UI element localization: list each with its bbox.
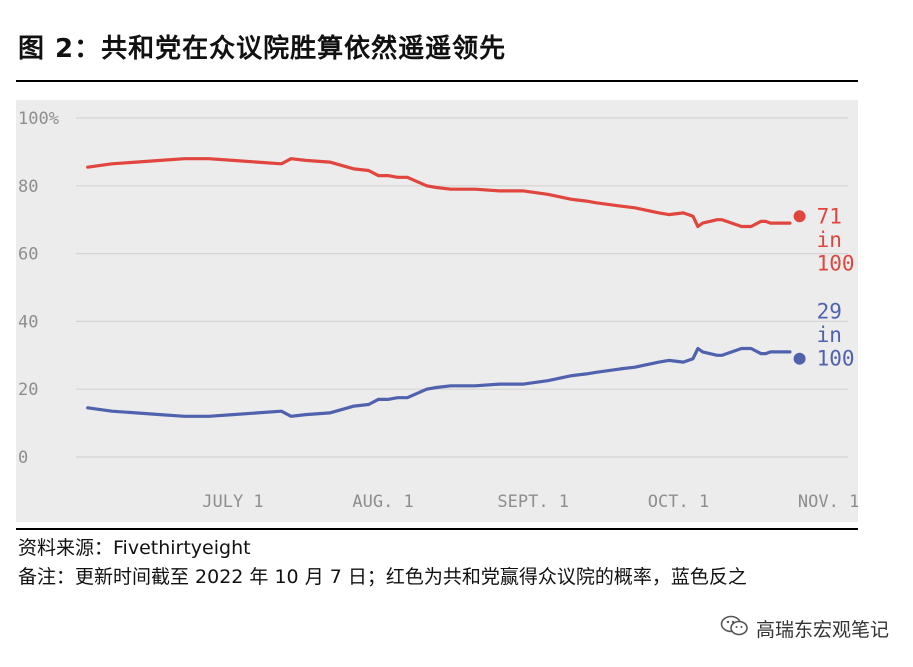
y-tick-label: 80 bbox=[18, 177, 38, 197]
y-tick-label: 20 bbox=[18, 380, 38, 400]
series-end-label: in bbox=[817, 228, 842, 252]
probability-chart: 0 20 40 60 80 100% JULY 1 AUG. 1 SEPT. 1 OCT. 1 N… bbox=[16, 100, 859, 522]
series-end-label: 100 bbox=[817, 347, 855, 371]
x-tick-label: JULY 1 bbox=[202, 492, 263, 512]
series-line bbox=[86, 346, 792, 418]
series-line bbox=[86, 157, 792, 229]
x-tick-label: NOV. 1 bbox=[798, 492, 858, 512]
x-tick-label: SEPT. 1 bbox=[497, 492, 569, 512]
plot-background bbox=[16, 100, 858, 522]
series-end-label: 29 bbox=[817, 300, 842, 324]
series-end-label: 100 bbox=[817, 251, 855, 275]
note-text: 备注：更新时间截至 2022 年 10 月 7 日；红色为共和党赢得众议院的概率… bbox=[18, 566, 747, 588]
source-text: 资料来源：Fivethirtyeight bbox=[18, 537, 251, 559]
figure-title: 图 2：共和党在众议院胜算依然遥遥领先 bbox=[18, 34, 507, 64]
y-tick-label: 100% bbox=[18, 109, 59, 129]
series-endpoint bbox=[793, 352, 806, 365]
x-tick-label: AUG. 1 bbox=[352, 492, 413, 512]
y-tick-label: 60 bbox=[18, 245, 38, 265]
series-endpoint bbox=[793, 210, 806, 223]
y-tick-label: 0 bbox=[18, 448, 28, 468]
wechat-icon bbox=[720, 614, 750, 643]
title-rule bbox=[16, 80, 858, 82]
y-tick-label: 40 bbox=[18, 312, 38, 332]
x-tick-label: OCT. 1 bbox=[648, 492, 709, 512]
watermark: 高瑞东宏观笔记 bbox=[720, 614, 889, 642]
caption-rule bbox=[16, 528, 858, 530]
series-end-label: 71 bbox=[817, 204, 842, 228]
watermark-label: 高瑞东宏观笔记 bbox=[755, 618, 889, 641]
series-end-label: in bbox=[817, 323, 842, 347]
chart-area: 0 20 40 60 80 100% JULY 1 AUG. 1 SEPT. 1 OCT. 1 N… bbox=[16, 100, 859, 522]
